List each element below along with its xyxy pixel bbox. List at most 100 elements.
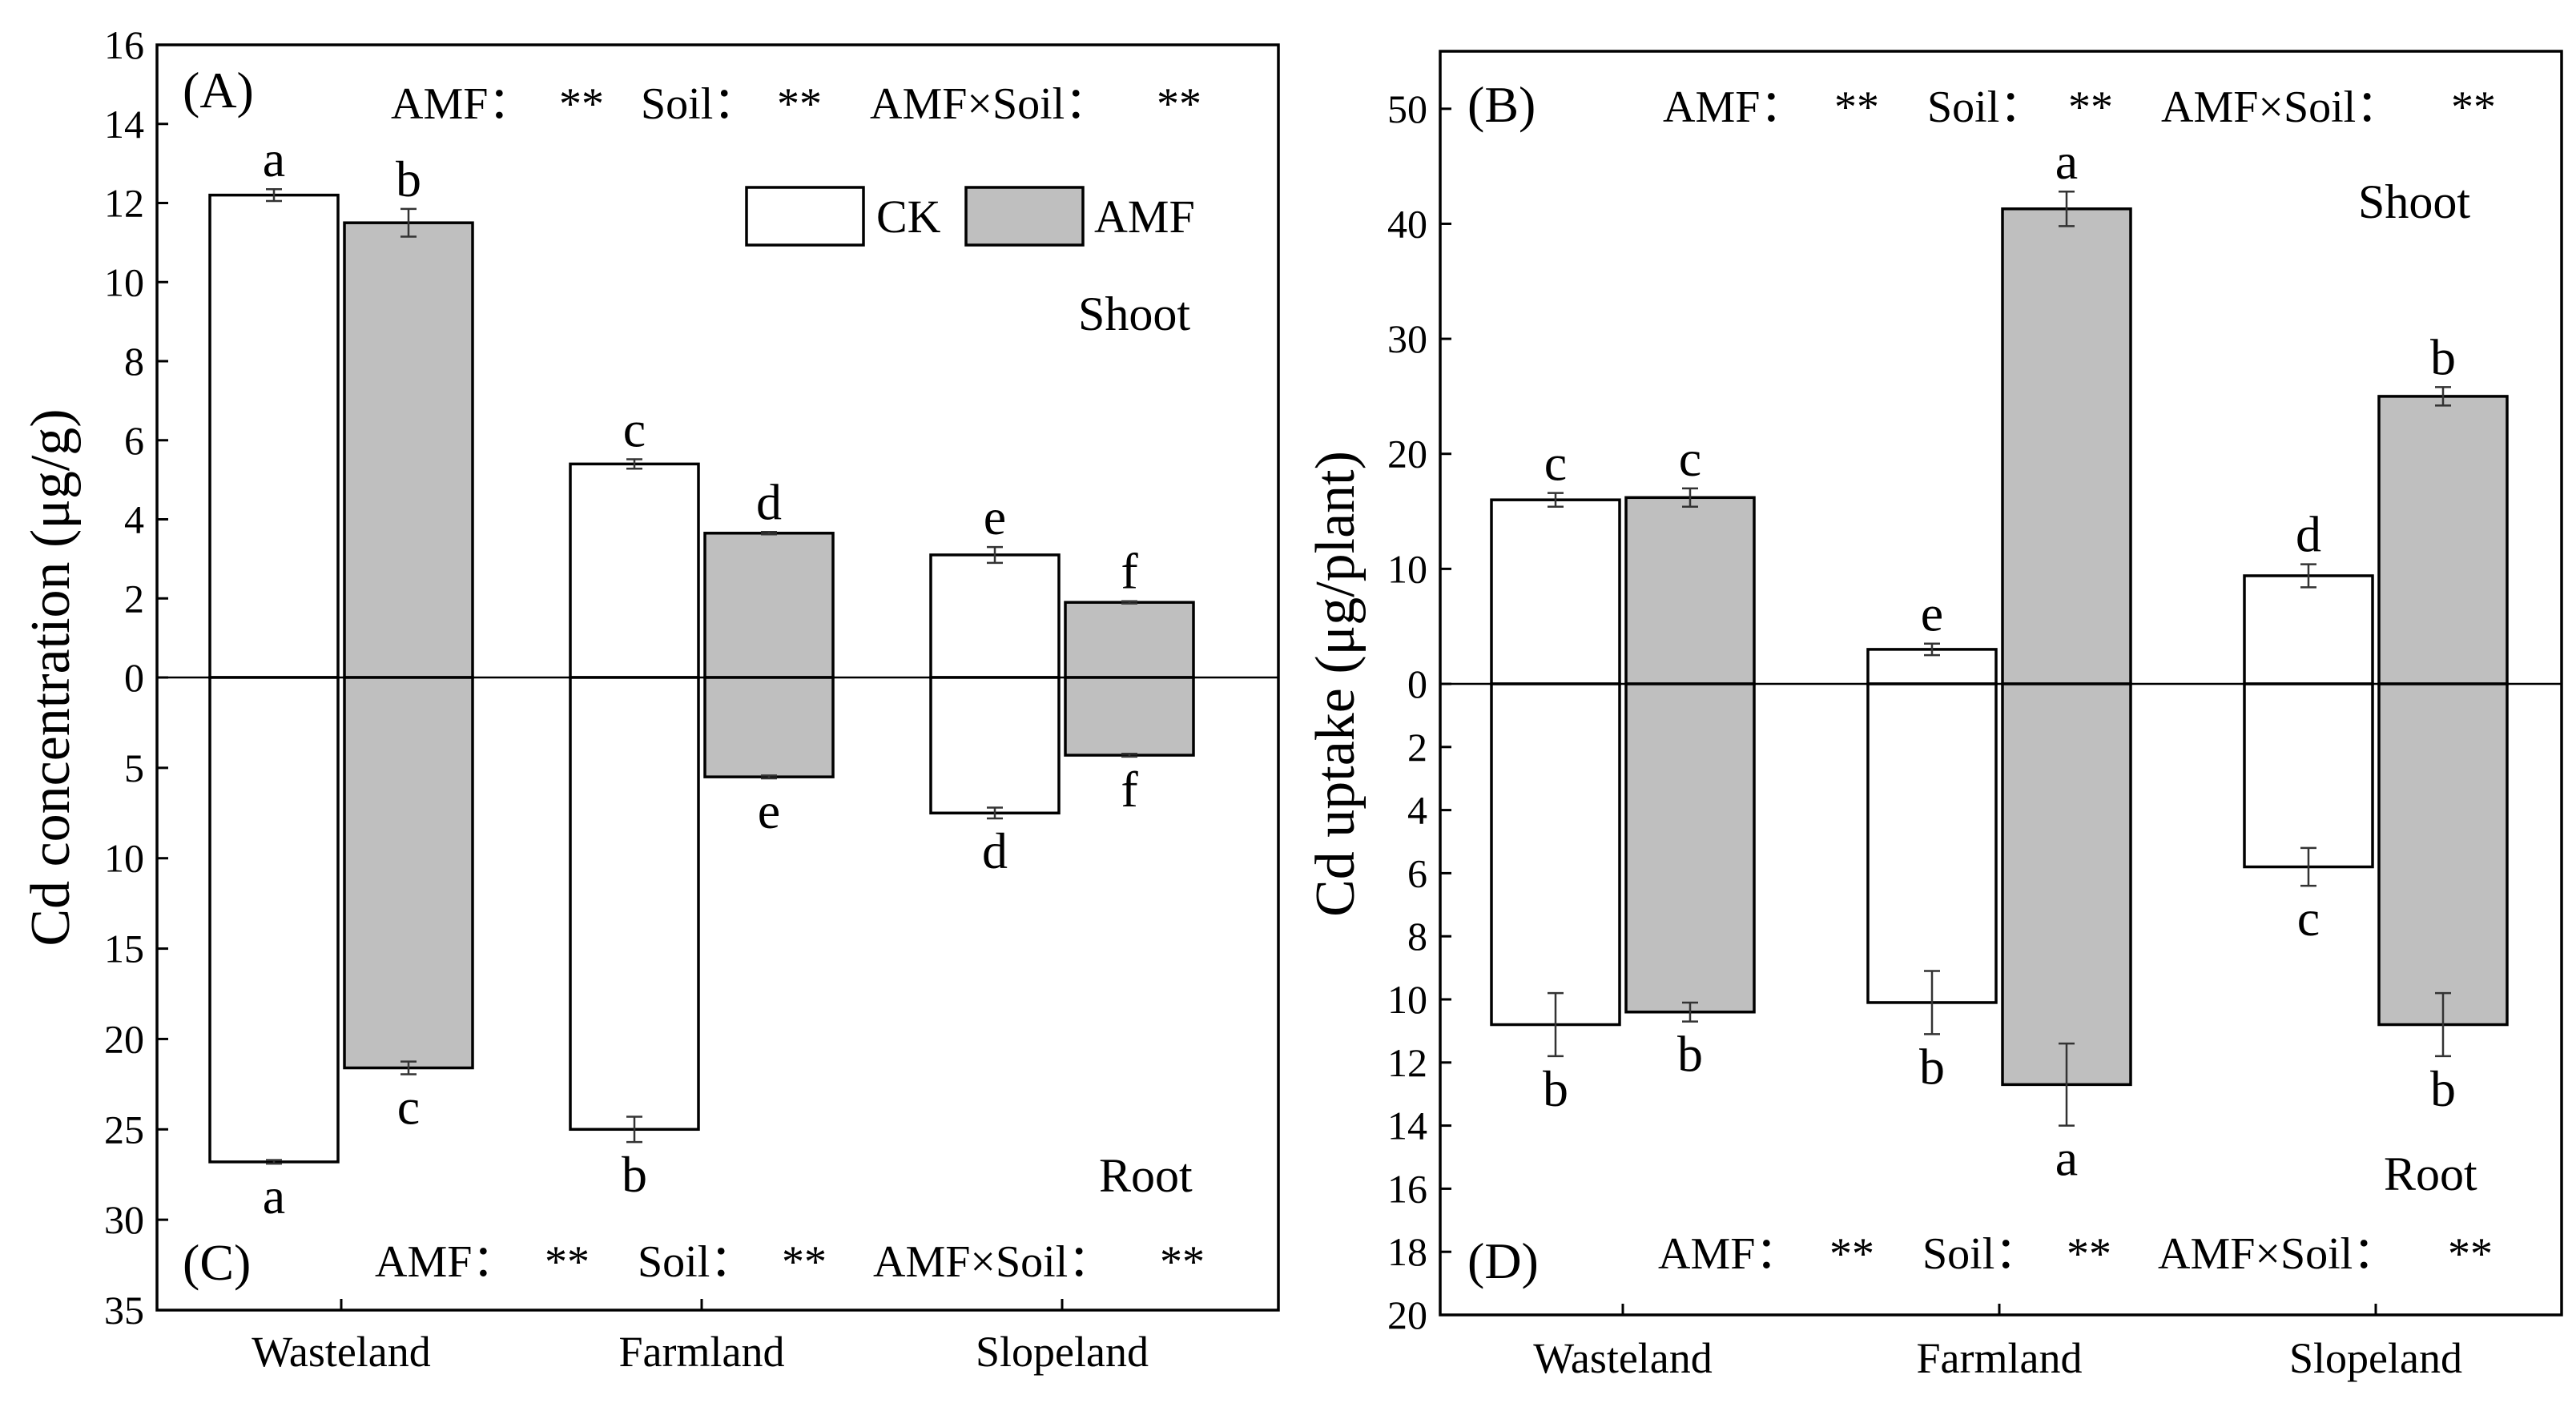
- stat-amf-value: **: [1829, 1229, 1874, 1279]
- panel-label-a: (A): [183, 62, 254, 119]
- top-bar-amf-farmland: [2001, 207, 2132, 685]
- bottom-bar-amf-farmland: [2001, 682, 2132, 1087]
- y-axis-ticks-top: 0 10 20 30 40 50: [1387, 86, 1451, 706]
- significance-letter: c: [623, 400, 646, 457]
- stat-soil-value: **: [2068, 82, 2113, 132]
- significance-letter: e: [984, 488, 1006, 545]
- x-tick-label: Farmland: [1917, 1334, 2083, 1382]
- stat-amf-label: AMF：: [1658, 1229, 1800, 1279]
- significance-letter: b: [1919, 1038, 1945, 1095]
- top-bar-amf-farmland: [703, 532, 835, 679]
- bottom-bar-ck-farmland: [1866, 682, 1998, 1004]
- top-bar-ck-slopeland: [2243, 574, 2374, 685]
- y-tick-label: 16: [104, 22, 144, 67]
- error-bar: [2059, 1042, 2075, 1127]
- y-tick-label: 20: [1387, 432, 1427, 476]
- stat-amf-label: AMF：: [391, 79, 533, 129]
- stat-soil-label: Soil：: [1927, 82, 2044, 132]
- anova-stats-a: AMF： ** Soil： ** AMF×Soil： **: [391, 79, 1201, 129]
- top-bar-ck-wasteland: [208, 193, 340, 679]
- y-axis-ticks-bottom: 2 4 6 8 10 12 14 16 18 20: [1387, 725, 1451, 1337]
- top-bar-ck-farmland: [569, 462, 700, 679]
- error-bar: [626, 458, 642, 470]
- y-tick-label: 40: [1387, 201, 1427, 246]
- x-tick-label: Wasteland: [1533, 1334, 1713, 1382]
- y-tick-label: 10: [1387, 977, 1427, 1022]
- error-bar: [1548, 991, 1564, 1058]
- y-axis-label: Cd concentration (μg/g): [20, 408, 82, 946]
- y-tick-label: 2: [124, 576, 144, 621]
- stat-amf-label: AMF：: [1663, 82, 1805, 132]
- stat-soil-label: Soil：: [1922, 1229, 2039, 1279]
- root-label: Root: [2384, 1148, 2477, 1200]
- y-tick-label: 14: [1387, 1104, 1427, 1148]
- error-bar: [987, 545, 1003, 565]
- significance-letter: c: [397, 1078, 420, 1135]
- stat-inter-label: AMF×Soil：: [873, 1237, 1113, 1287]
- y-tick-label: 30: [104, 1197, 144, 1242]
- error-bar: [1924, 642, 1940, 657]
- top-bar-ck-wasteland: [1490, 498, 1621, 685]
- y-tick-label: 8: [1407, 914, 1427, 959]
- legend-swatch-ck: [745, 186, 865, 247]
- bottom-bar-amf-wasteland: [1624, 682, 1756, 1014]
- y-axis-label: Cd uptake (μg/plant): [1305, 451, 1366, 917]
- y-tick-label: 6: [1407, 850, 1427, 895]
- y-tick-label: 35: [104, 1288, 144, 1333]
- y-tick-label: 18: [1387, 1229, 1427, 1274]
- stat-inter-value: **: [1157, 79, 1201, 129]
- stat-inter-value: **: [2451, 82, 2496, 132]
- concentration-chart: Cd concentration (μg/g) (A) (C) Shoot Ro…: [20, 22, 1280, 1376]
- bottom-bar-ck-wasteland: [208, 676, 340, 1164]
- panel-label-b: (B): [1467, 76, 1536, 133]
- bottom-bar-ck-farmland: [569, 676, 700, 1132]
- bottom-bar-amf-farmland: [703, 676, 835, 778]
- error-bar: [400, 207, 417, 238]
- stat-inter-value: **: [1160, 1237, 1205, 1287]
- stat-inter-label: AMF×Soil：: [870, 79, 1109, 129]
- anova-stats-b: AMF： ** Soil： ** AMF×Soil： **: [1663, 82, 2496, 132]
- x-tick-label: Wasteland: [252, 1328, 431, 1376]
- stat-inter-label: AMF×Soil：: [2161, 82, 2401, 132]
- stat-amf-value: **: [559, 79, 604, 129]
- x-tick-label: Farmland: [619, 1328, 785, 1376]
- legend-swatch-amf: [964, 186, 1085, 247]
- stat-amf-label: AMF：: [375, 1237, 517, 1287]
- y-tick-label: 10: [104, 259, 144, 304]
- y-tick-label: 4: [124, 497, 144, 542]
- error-bar: [2300, 563, 2316, 589]
- error-bar: [1121, 753, 1137, 758]
- error-bar: [2435, 386, 2451, 407]
- y-tick-label: 6: [124, 418, 144, 463]
- error-bar: [987, 806, 1003, 820]
- significance-letter: e: [758, 782, 780, 839]
- error-bar: [761, 774, 777, 780]
- stat-amf-value: **: [545, 1237, 590, 1287]
- significance-letter: a: [263, 1168, 285, 1224]
- significance-letter: a: [2055, 1130, 2078, 1187]
- x-tick-label: Slopeland: [976, 1328, 1149, 1376]
- y-tick-label: 20: [1387, 1292, 1427, 1337]
- significance-letter: e: [1921, 585, 1943, 642]
- stat-soil-value: **: [782, 1237, 827, 1287]
- y-tick-label: 50: [1387, 86, 1427, 131]
- stat-soil-label: Soil：: [638, 1237, 755, 1287]
- bottom-bar-ck-slopeland: [929, 676, 1061, 815]
- significance-letter: c: [2297, 890, 2320, 947]
- error-bar: [1682, 487, 1698, 509]
- legend: CK AMF: [745, 186, 1195, 247]
- significance-letter: b: [1677, 1026, 1703, 1083]
- significance-letter: b: [2430, 1060, 2456, 1117]
- stat-amf-value: **: [1834, 82, 1879, 132]
- bottom-bar-ck-slopeland: [2243, 682, 2374, 869]
- y-tick-label: 2: [1407, 725, 1427, 770]
- error-bar: [1121, 600, 1137, 605]
- error-bar: [266, 1159, 282, 1165]
- error-bar: [626, 1116, 642, 1144]
- anova-stats-d: AMF： ** Soil： ** AMF×Soil： **: [1658, 1229, 2493, 1279]
- x-tick-label: Slopeland: [2289, 1334, 2462, 1382]
- legend-label-amf: AMF: [1094, 191, 1195, 243]
- stat-soil-value: **: [777, 79, 822, 129]
- y-tick-label: 12: [104, 181, 144, 226]
